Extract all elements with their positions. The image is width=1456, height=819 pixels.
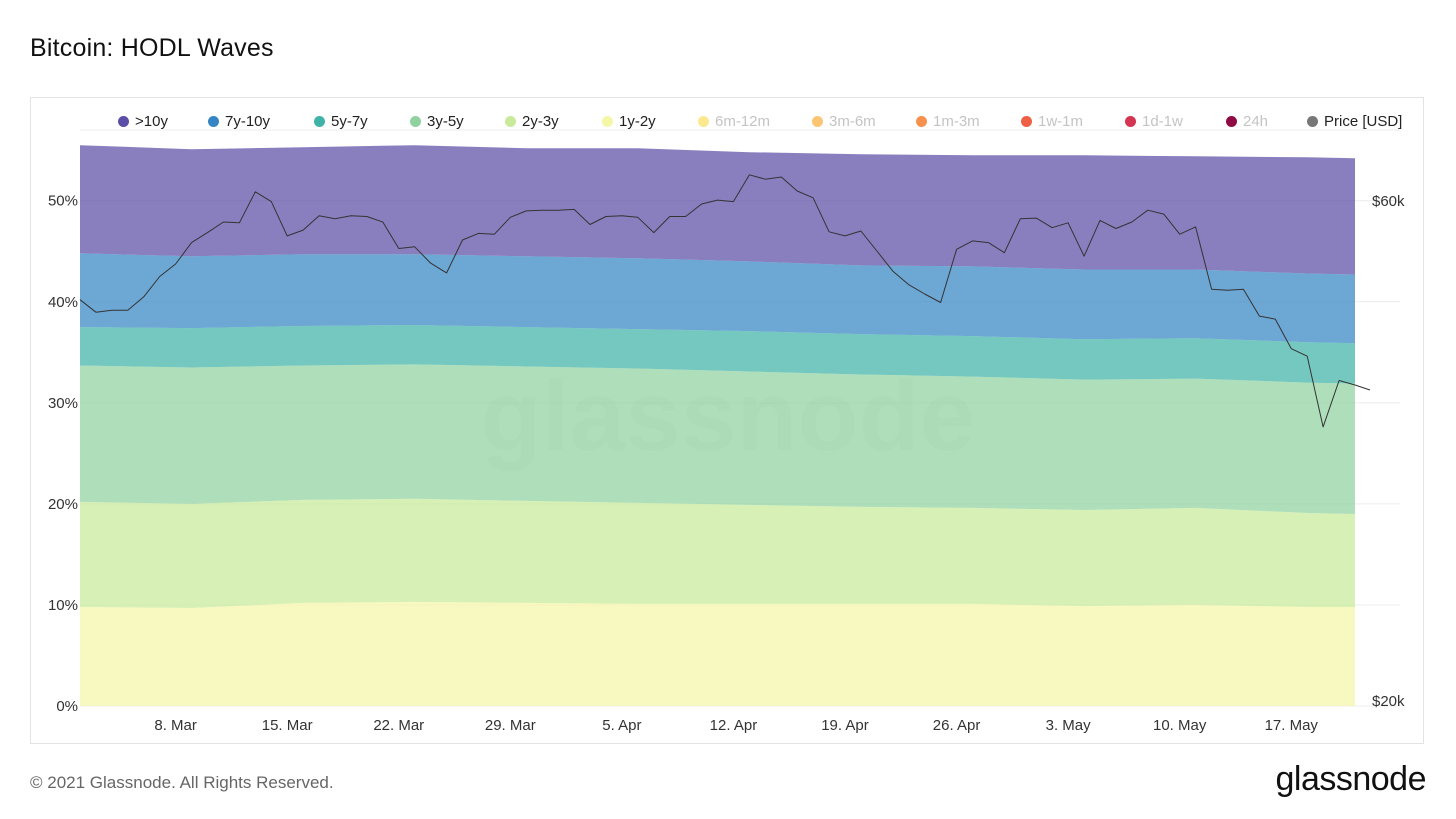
legend-label: 5y-7y [331, 112, 368, 130]
area-layers [80, 145, 1355, 706]
legend-item[interactable]: >10y [118, 110, 168, 132]
price-line [79, 174, 1371, 428]
legend-label: 1y-2y [619, 112, 656, 130]
legend-marker [1307, 115, 1318, 127]
copyright-footer: © 2021 Glassnode. All Rights Reserved. [30, 773, 334, 792]
y-axis-tick-label: 30% [48, 395, 78, 412]
legend-item[interactable]: 2y-3y [505, 110, 559, 132]
legend-item[interactable]: 1y-2y [602, 110, 656, 132]
y-axis-tick-label: 50% [48, 193, 78, 210]
legend-label: 6m-12m [715, 112, 771, 130]
legend-label: 24h [1243, 112, 1269, 130]
legend-item[interactable]: Price [USD] [1307, 110, 1402, 132]
legend-label: 3y-5y [427, 112, 464, 130]
legend-marker [1125, 115, 1136, 127]
legend-item[interactable]: 3y-5y [410, 110, 464, 132]
y2-axis-tick-label: $20k [1372, 693, 1405, 710]
y-axis-tick-label: 0% [56, 698, 78, 715]
legend-marker [505, 115, 516, 127]
legend-marker [698, 115, 709, 127]
chart-frame [30, 97, 1424, 744]
x-axis-tick-label: 22. Mar [373, 717, 424, 734]
area-series-7y10y [80, 253, 1355, 344]
area-series-3y5y [80, 364, 1355, 514]
x-axis-tick-label: 10. May [1153, 717, 1207, 734]
legend-marker [916, 115, 927, 127]
y-axis-tick-label: 10% [48, 597, 78, 614]
axes: 0% 10% 20% 30% 40% 50% $20k $60k 8. Mar 15. Mar 22… [48, 193, 1405, 734]
legend-marker [602, 115, 613, 127]
legend-marker [1021, 115, 1032, 127]
legend-item[interactable]: 3m-6m [812, 110, 876, 132]
legend-label: 1m-3m [933, 112, 980, 130]
chart-legend: >10y 7y-10y 5y-7y 3y-5y 2y-3y 1y-2y 6m-12m 3m-6… [0, 110, 1456, 132]
legend-item[interactable]: 1w-1m [1021, 110, 1083, 132]
x-axis-tick-label: 3. May [1046, 717, 1092, 734]
x-axis-tick-label: 17. May [1265, 717, 1319, 734]
y-axis-tick-label: 40% [48, 294, 78, 311]
legend-marker [1226, 115, 1237, 127]
x-axis-tick-label: 29. Mar [485, 717, 536, 734]
y-axis-tick-label: 20% [48, 496, 78, 513]
legend-item[interactable]: 1m-3m [916, 110, 980, 132]
x-axis-tick-label: 5. Apr [602, 717, 641, 734]
x-axis-tick-label: 15. Mar [262, 717, 313, 734]
legend-label: 1w-1m [1038, 112, 1084, 130]
legend-marker [118, 115, 129, 127]
legend-label: Price [USD] [1324, 112, 1403, 130]
legend-item[interactable]: 6m-12m [698, 110, 770, 132]
area-series-1y2y [80, 601, 1355, 706]
area-series-10y [80, 145, 1355, 275]
price-layer [79, 174, 1371, 428]
legend-label: 3m-6m [829, 112, 876, 130]
area-series-5y7y [80, 325, 1355, 384]
legend-marker [314, 115, 325, 127]
x-axis-tick-label: 19. Apr [821, 717, 869, 734]
x-axis-tick-label: 12. Apr [710, 717, 758, 734]
legend-item[interactable]: 1d-1w [1125, 110, 1183, 132]
legend-item[interactable]: 24h [1226, 110, 1268, 132]
legend-marker [208, 115, 219, 127]
x-axis-tick-label: 26. Apr [933, 717, 981, 734]
glassnode-logo: glassnode [1275, 760, 1426, 798]
x-axis-tick-label: 8. Mar [154, 717, 197, 734]
legend-label: 1d-1w [1142, 112, 1183, 130]
legend-label: 2y-3y [522, 112, 559, 130]
legend-marker [812, 115, 823, 127]
legend-item[interactable]: 5y-7y [314, 110, 368, 132]
legend-marker [410, 115, 421, 127]
legend-label: >10y [135, 112, 168, 130]
legend-label: 7y-10y [225, 112, 271, 130]
area-series-2y3y [80, 498, 1355, 608]
y2-axis-tick-label: $60k [1372, 193, 1405, 210]
legend-item[interactable]: 7y-10y [208, 110, 270, 132]
chart-title: Bitcoin: HODL Waves [30, 34, 274, 62]
